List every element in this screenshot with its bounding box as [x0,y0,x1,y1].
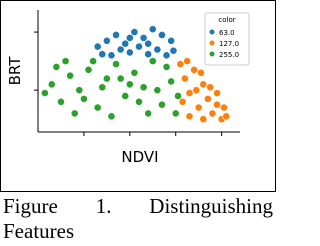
point [135,97,143,106]
point [183,57,192,66]
point [70,109,79,118]
point [40,89,49,97]
point [107,51,116,60]
point [144,109,153,118]
point [206,83,215,92]
point [130,68,139,77]
legend-box [204,12,250,66]
point [116,74,125,83]
point [144,39,153,48]
legend-marker [209,51,215,57]
point [102,74,111,83]
point [116,45,125,54]
point [61,57,70,66]
point [178,97,187,106]
point [112,60,120,68]
point [93,42,102,51]
point [213,100,221,109]
x-axis-label: NDVI [121,148,158,166]
point [130,28,139,36]
point [167,77,176,86]
point [148,25,157,34]
point [153,86,162,95]
y-axis-label: BRT [6,56,24,86]
figure-caption: Figure 1. Distinguishing Features [3,194,273,243]
legend-label: 255.0 [219,51,239,59]
point [181,74,189,83]
point [107,112,116,121]
point [98,83,107,92]
point [125,80,134,89]
point [220,103,228,112]
point [112,31,120,39]
point [153,45,162,54]
point [102,36,111,45]
point [222,112,231,121]
legend-label: 63.0 [219,29,235,37]
point [125,33,134,42]
point [194,103,203,112]
chart: NDVI BRT color 63.0 127.0 255.0 [0,0,276,192]
point [203,94,212,103]
point [93,103,102,112]
point [139,33,148,42]
point [174,92,182,100]
point [52,63,61,71]
point [135,42,143,51]
point [192,86,201,95]
point [162,63,171,71]
point [75,86,84,95]
legend-label: 127.0 [219,40,239,48]
point [158,31,166,39]
point [185,112,194,121]
point [80,94,88,103]
point [185,89,194,97]
point [121,92,130,100]
legend-marker [209,29,215,35]
point [158,100,166,109]
point [47,80,56,89]
point [171,109,180,118]
point [148,57,157,66]
point [57,97,65,106]
point [139,83,148,92]
legend-title: color [218,16,235,24]
point [121,39,130,48]
point [84,65,93,74]
point [162,51,171,60]
point [144,50,153,59]
point [169,46,178,55]
page: NDVI BRT color 63.0 127.0 255.0 Figure 1. D… [0,0,276,243]
point [208,109,217,118]
point [197,68,205,77]
point [199,80,208,89]
point [89,57,97,66]
point [125,48,134,57]
point [66,71,75,80]
figure-border [0,0,276,192]
point [167,36,176,45]
point [199,115,208,124]
point [98,50,107,59]
point [213,89,221,97]
legend-marker [209,40,215,46]
point [190,65,198,74]
point [176,60,185,68]
